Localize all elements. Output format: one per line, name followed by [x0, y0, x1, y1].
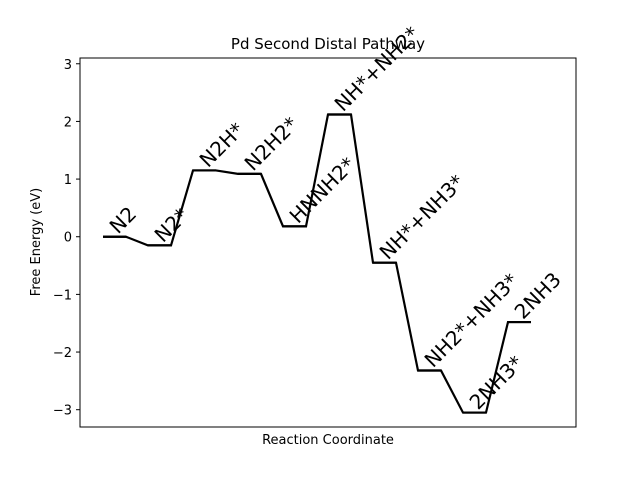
y-axis: 3 2 1 0 −1 −2 −3	[53, 58, 80, 419]
plot-frame	[79, 57, 577, 428]
x-axis-label: Reaction Coordinate	[262, 433, 394, 448]
y-tick-label: 2	[64, 115, 72, 130]
y-tick-label: −1	[53, 288, 72, 303]
y-tick-label: 1	[64, 173, 72, 188]
energy-profile-line	[103, 113, 531, 414]
y-tick-label: −3	[53, 404, 72, 419]
y-tick-label: 3	[64, 58, 72, 73]
y-tick-label: −2	[53, 346, 72, 361]
y-axis-label: Free Energy (eV)	[29, 188, 44, 296]
chart-title: Pd Second Distal Pathway	[231, 35, 425, 53]
y-tick-label: 0	[64, 231, 72, 246]
